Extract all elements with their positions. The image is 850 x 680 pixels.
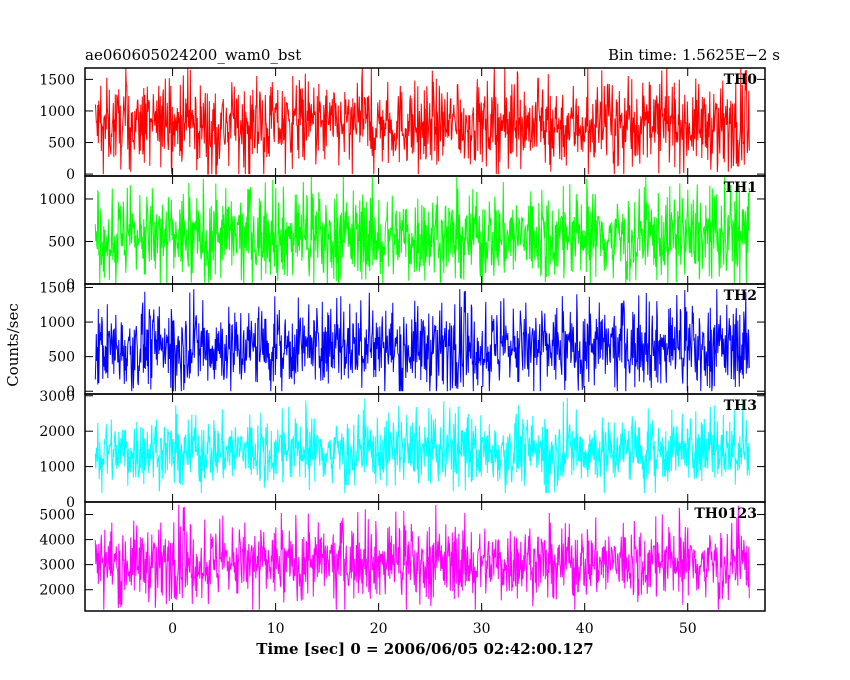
x-tick-label: 0 [168,621,177,637]
x-tick-label: 40 [576,621,594,637]
series-line-th0123 [94,504,750,610]
panel-label-th2: TH2 [724,288,757,304]
x-tick-label: 50 [679,621,697,637]
panel-label-th3: TH3 [724,398,757,414]
x-tick-label: 20 [370,621,388,637]
y-tick-label: 500 [48,136,75,152]
y-tick-label: 2000 [39,583,75,599]
chart-title-right: Bin time: 1.5625E−2 s [608,46,780,64]
y-tick-label: 1000 [39,460,75,476]
y-tick-label: 1500 [39,72,75,88]
y-tick-label: 2000 [39,424,75,440]
y-tick-label: 3000 [39,558,75,574]
y-axis-label: Counts/sec [4,303,22,387]
x-tick-label: 10 [267,621,285,637]
panel-label-th0: TH0 [724,72,758,88]
panel-label-th1: TH1 [724,180,757,196]
series-line-th3 [94,397,750,494]
panel-th1: 0 500 1000 TH1 [39,175,766,293]
y-tick-label: 1000 [39,192,75,208]
chart-title-left: ae060605024200_wam0_bst [85,46,301,64]
panels-group: 0 500 1000 1500 TH0 0 500 1000 TH1 0 500 1000 1500 TH… [39,67,766,612]
panel-frame [84,501,766,612]
y-tick-label: 0 [66,384,75,400]
y-tick-label: 500 [48,234,75,250]
panel-th0123: 2000 3000 4000 5000 TH0123 [39,501,766,612]
x-tick-labels: 0 10 20 30 40 50 [168,621,697,637]
y-tick-label: 1000 [39,104,75,120]
y-tick-label: 0 [66,495,75,511]
x-axis-label: Time [sec] 0 = 2006/06/05 02:42:00.127 [256,640,593,658]
panel-th3: 0 1000 2000 3000 TH3 [39,389,766,511]
x-tick-label: 30 [473,621,491,637]
panel-th2: 0 500 1000 1500 TH2 [39,280,766,400]
y-tick-label: 500 [48,350,75,366]
y-tick-label: 4000 [39,533,75,549]
series-line-th0 [94,68,750,175]
series-line-th2 [94,289,750,392]
y-tick-label: 1500 [39,280,75,296]
panel-th0: 0 500 1000 1500 TH0 [39,67,766,183]
y-tick-label: 0 [66,167,75,183]
y-tick-label: 3000 [39,389,75,405]
y-tick-label: 0 [66,277,75,293]
y-tick-label: 5000 [39,508,75,524]
series-line-th1 [94,176,750,284]
y-tick-label: 1000 [39,315,75,331]
panel-label-th0123: TH0123 [694,506,757,522]
